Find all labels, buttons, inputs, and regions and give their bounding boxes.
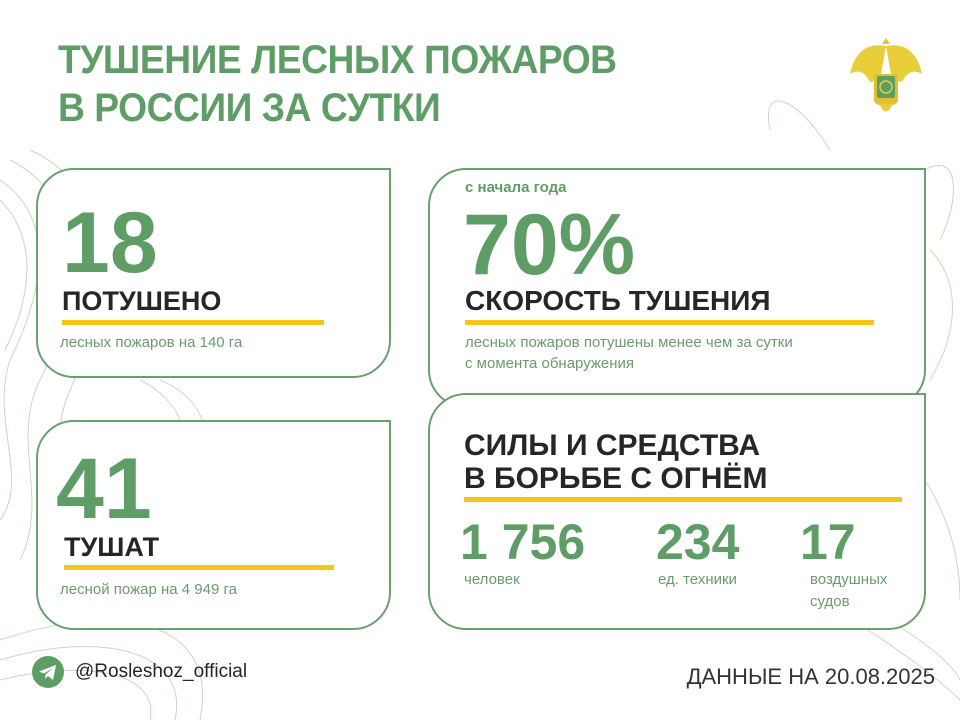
- extinguished-description: лесных пожаров на 140 га: [60, 334, 243, 351]
- extinguished-label: ПОТУШЕНО: [62, 286, 222, 316]
- speed-description-1: лесных пожаров потушены менее чем за сут…: [465, 334, 793, 351]
- speed-description-2: с момента обнаружения: [465, 355, 635, 372]
- people-count: 1 756: [460, 514, 586, 570]
- data-date: ДАННЫЕ НА 20.08.2025: [686, 664, 935, 689]
- speed-value: 70%: [463, 197, 636, 293]
- active-description: лесной пожар на 4 949 га: [60, 581, 237, 598]
- people-label: человек: [464, 571, 520, 588]
- vehicles-count: 234: [656, 514, 740, 570]
- extinguished-card: 18 ПОТУШЕНО лесных пожаров на 140 га: [36, 168, 391, 378]
- active-count: 41: [56, 441, 152, 537]
- vehicles-label: ед. техники: [658, 571, 737, 588]
- title-line-1: ТУШЕНИЕ ЛЕСНЫХ ПОЖАРОВ: [58, 38, 617, 82]
- speed-card: с начала года 70% СКОРОСТЬ ТУШЕНИЯ лесны…: [428, 168, 926, 408]
- speed-label: СКОРОСТЬ ТУШЕНИЯ: [465, 285, 771, 316]
- aircraft-label-1: воздушных: [810, 571, 888, 588]
- active-label: ТУШАТ: [64, 532, 160, 562]
- emblem-icon: [850, 38, 922, 112]
- forces-title: СИЛЫ И СРЕДСТВА В БОРЬБЕ С ОГНЁМ: [464, 429, 767, 495]
- forces-title-line-2: В БОРЬБЕ С ОГНЁМ: [464, 462, 768, 495]
- aircraft-label-2: судов: [810, 593, 850, 610]
- aircraft-count: 17: [800, 514, 856, 570]
- active-card: 41 ТУШАТ лесной пожар на 4 949 га: [36, 420, 391, 630]
- extinguished-count: 18: [62, 195, 158, 291]
- speed-caption: с начала года: [465, 179, 567, 196]
- yellow-underline: [62, 320, 324, 325]
- yellow-underline: [465, 320, 874, 325]
- forces-card: СИЛЫ И СРЕДСТВА В БОРЬБЕ С ОГНЁМ 1 756 ч…: [428, 393, 926, 630]
- title-line-2: В РОССИИ ЗА СУТКИ: [58, 86, 441, 130]
- page-title: ТУШЕНИЕ ЛЕСНЫХ ПОЖАРОВ В РОССИИ ЗА СУТКИ: [58, 36, 617, 132]
- telegram-handle-link[interactable]: @Rosleshoz_official: [75, 661, 248, 682]
- telegram-icon[interactable]: [32, 656, 64, 688]
- yellow-underline: [64, 565, 334, 570]
- yellow-underline: [464, 497, 902, 502]
- forces-title-line-1: СИЛЫ И СРЕДСТВА: [464, 429, 761, 462]
